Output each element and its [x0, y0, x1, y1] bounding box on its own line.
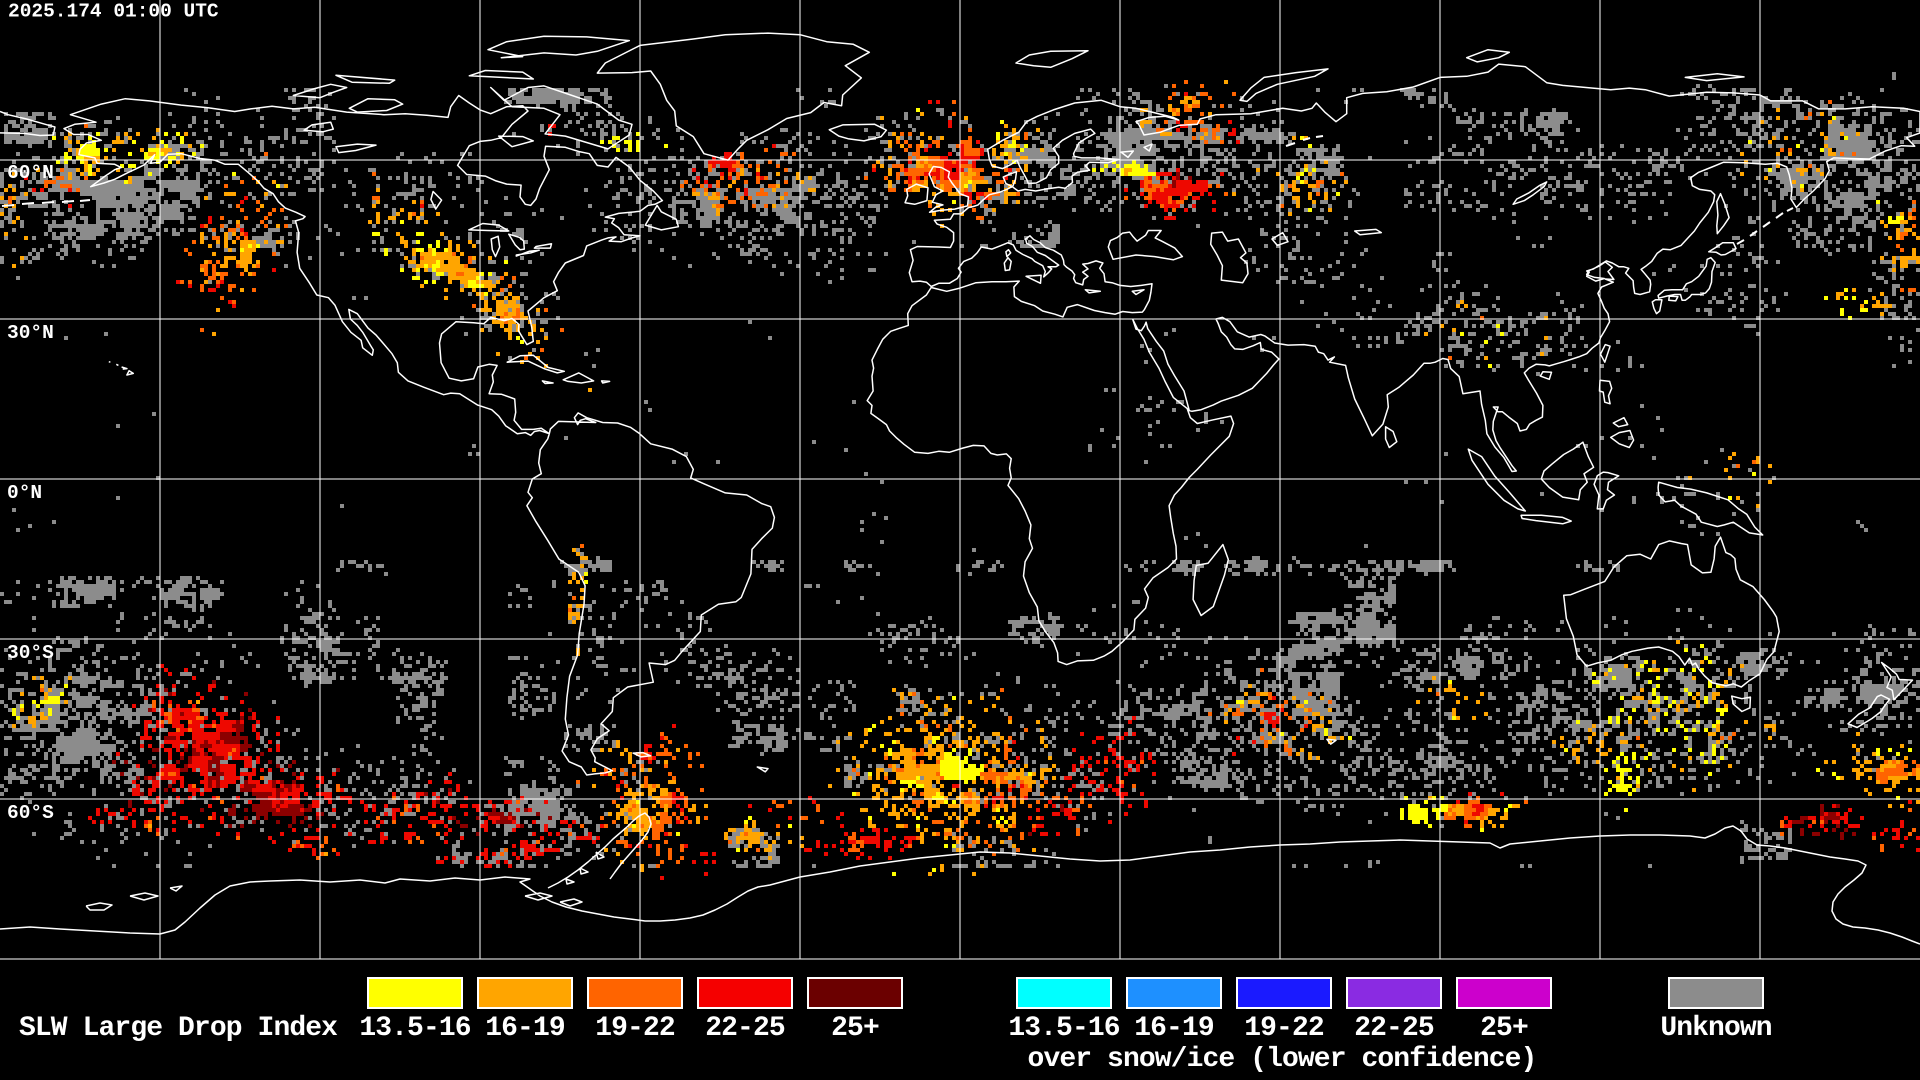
svg-text:2025.174 01:00 UTC: 2025.174 01:00 UTC — [8, 1, 219, 23]
svg-text:30°S: 30°S — [7, 642, 54, 664]
svg-text:19-22: 19-22 — [595, 1013, 675, 1044]
svg-text:22-25: 22-25 — [705, 1013, 785, 1044]
svg-text:60°N: 60°N — [7, 162, 54, 184]
svg-text:Unknown: Unknown — [1660, 1013, 1771, 1044]
svg-text:22-25: 22-25 — [1354, 1013, 1434, 1044]
svg-text:25+: 25+ — [1480, 1013, 1528, 1044]
svg-text:13.5-16: 13.5-16 — [1008, 1013, 1119, 1044]
svg-text:over snow/ice (lower confidenc: over snow/ice (lower confidence) — [1028, 1044, 1537, 1075]
svg-text:SLW Large Drop Index: SLW Large Drop Index — [19, 1013, 338, 1044]
svg-text:25+: 25+ — [831, 1013, 879, 1044]
svg-text:30°N: 30°N — [7, 322, 54, 344]
svg-text:19-22: 19-22 — [1244, 1013, 1324, 1044]
svg-text:13.5-16: 13.5-16 — [359, 1013, 470, 1044]
svg-text:16-19: 16-19 — [485, 1013, 565, 1044]
svg-text:16-19: 16-19 — [1134, 1013, 1214, 1044]
svg-text:60°S: 60°S — [7, 802, 54, 824]
svg-text:0°N: 0°N — [7, 482, 42, 504]
